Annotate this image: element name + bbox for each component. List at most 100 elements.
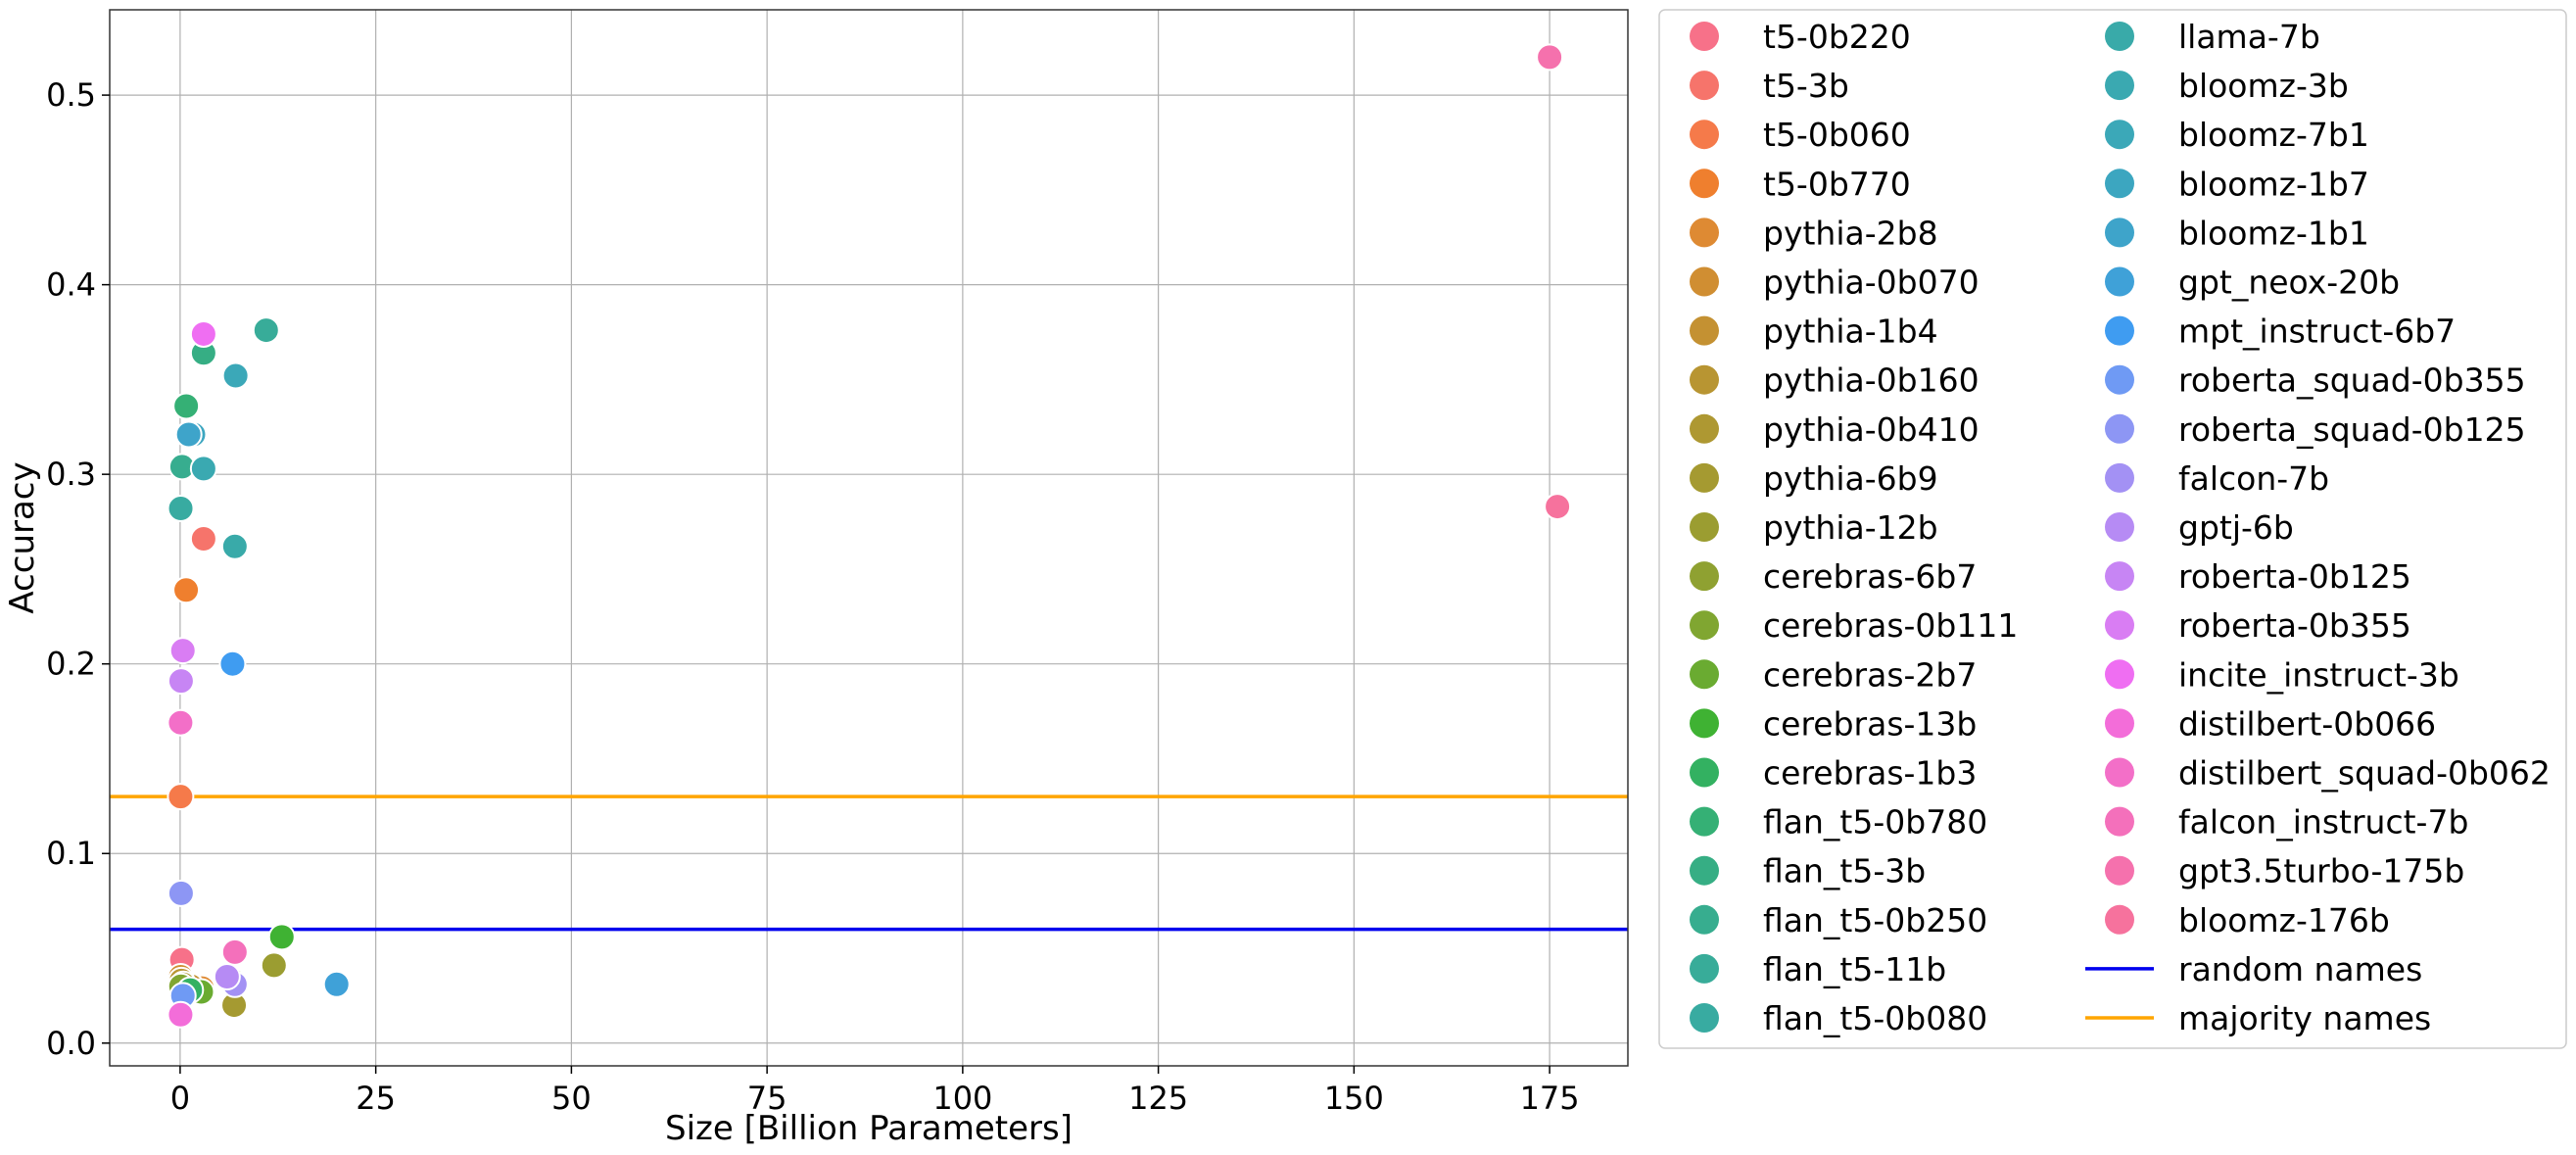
legend-label-pythia-1b4: pythia-1b4 [1763,313,1938,351]
point-flan-t5-0b080 [167,495,195,523]
point-incite-instruct-3b [189,319,217,348]
x-tick-label: 150 [1324,1080,1384,1117]
legend-label-flan-t5-0b250: flan_t5-0b250 [1763,901,1987,939]
legend-label-t5-3b: t5-3b [1763,67,1849,105]
legend-marker-flan-t5-3b [1690,855,1719,886]
legend-label-roberta-squad-0b355: roberta_squad-0b355 [2178,361,2526,400]
legend-label-incite-instruct-3b: incite_instruct-3b [2178,655,2459,694]
y-tick-label: 0.5 [46,76,96,114]
point-bloomz-3b [189,455,217,483]
legend-marker-roberta-squad-0b355 [2105,364,2134,395]
legend-marker-gptj-6b [2105,512,2134,542]
legend-marker-cerebras-2b7 [1690,659,1719,690]
point-bloomz-1b1 [174,420,203,449]
point-t5-0b770 [172,576,201,604]
x-tick-label: 125 [1128,1080,1188,1117]
point-mpt-instruct-6b7 [218,650,247,678]
legend-marker-bloomz-1b1 [2105,217,2134,248]
legend-marker-flan-t5-0b250 [1690,904,1719,935]
x-tick-label: 175 [1520,1080,1580,1117]
legend-marker-cerebras-13b [1690,708,1719,739]
legend-label-flan-t5-11b: flan_t5-11b [1763,950,1946,988]
point-flan-t5-11b [252,316,280,345]
point-t5-0b060 [167,783,195,811]
legend-marker-gpt-neox-20b [2105,266,2134,297]
legend-label-pythia-6b9: pythia-6b9 [1763,459,1938,498]
legend-marker-roberta-0b125 [2105,561,2134,592]
legend-marker-bloomz-3b [2105,71,2134,101]
legend-marker-t5-0b770 [1690,168,1719,199]
legend-marker-incite-instruct-3b [2105,659,2134,690]
y-tick-label: 0.1 [46,835,96,872]
legend-marker-flan-t5-0b780 [1690,806,1719,837]
legend-marker-pythia-12b [1690,512,1719,542]
legend-marker-mpt-instruct-6b7 [2105,315,2134,346]
point-roberta-0b125 [167,667,195,696]
legend-marker-distilbert-0b066 [2105,708,2134,739]
legend-label-t5-0b060: t5-0b060 [1763,116,1911,154]
legend-label-llama-7b: llama-7b [2178,18,2320,56]
point-bloomz-7b1 [221,361,250,390]
legend-label-distilbert-0b066: distilbert-0b066 [2178,704,2436,743]
legend-label-random-names: random names [2178,950,2422,988]
legend-marker-gpt3-5turbo-175b [2105,855,2134,886]
legend-label-cerebras-13b: cerebras-13b [1763,704,1977,743]
point-gptj-6b [213,963,241,991]
legend-items: t5-0b220 t5-3b t5-0b060 t5-0b770 pythia-2b8 p… [1690,18,2551,1037]
point-pythia-12b [260,951,288,980]
legend-label-t5-0b770: t5-0b770 [1763,165,1911,203]
y-tick-label: 0.4 [46,266,96,304]
legend-marker-cerebras-1b3 [1690,757,1719,788]
x-tick-label: 50 [551,1080,592,1117]
legend-marker-bloomz-7b1 [2105,120,2134,150]
legend-label-bloomz-1b1: bloomz-1b1 [2178,214,2369,252]
data-points [167,43,1572,1029]
legend-marker-pythia-1b4 [1690,315,1719,346]
legend-label-distilbert-squad-0b062: distilbert_squad-0b062 [2178,754,2551,793]
legend-marker-cerebras-0b111 [1690,610,1719,641]
x-tick-label: 0 [170,1080,190,1117]
legend-marker-t5-0b220 [1690,22,1719,51]
legend-label-roberta-0b125: roberta-0b125 [2178,557,2411,596]
x-tick-label: 25 [356,1080,396,1117]
legend-label-bloomz-7b1: bloomz-7b1 [2178,116,2369,154]
y-tick-label: 0.2 [46,646,96,683]
point-cerebras-13b [267,923,296,951]
reference-lines [110,794,1628,932]
legend-label-roberta-0b355: roberta-0b355 [2178,606,2411,645]
y-axis-label: Accuracy [3,461,42,613]
legend-label-flan-t5-0b780: flan_t5-0b780 [1763,803,1987,842]
legend-marker-pythia-2b8 [1690,217,1719,248]
legend-marker-falcon-instruct-7b [2105,806,2134,837]
legend-label-pythia-2b8: pythia-2b8 [1763,214,1938,252]
legend-marker-pythia-0b070 [1690,266,1719,297]
legend-label-bloomz-1b7: bloomz-1b7 [2178,165,2369,203]
legend-marker-flan-t5-11b [1690,953,1719,984]
legend-label-pythia-12b: pythia-12b [1763,508,1938,547]
legend-label-falcon-instruct-7b: falcon_instruct-7b [2178,803,2468,842]
legend-marker-pythia-0b160 [1690,364,1719,395]
legend-marker-bloomz-1b7 [2105,168,2134,199]
point-distilbert-squad-0b062 [167,708,195,737]
legend-label-pythia-0b070: pythia-0b070 [1763,264,1980,302]
point-bloomz-176b [1544,493,1572,521]
point-gpt-neox-20b [322,970,351,998]
legend-label-flan-t5-0b080: flan_t5-0b080 [1763,999,1987,1037]
legend-label-cerebras-6b7: cerebras-6b7 [1763,557,1977,596]
legend-label-flan-t5-3b: flan_t5-3b [1763,852,1926,890]
legend-label-bloomz-3b: bloomz-3b [2178,67,2349,105]
legend-marker-pythia-6b9 [1690,462,1719,493]
x-tick-label: 75 [747,1080,787,1117]
legend-label-pythia-0b410: pythia-0b410 [1763,410,1980,449]
legend-label-cerebras-2b7: cerebras-2b7 [1763,655,1977,694]
legend-label-gpt-neox-20b: gpt_neox-20b [2178,264,2400,302]
legend-label-cerebras-0b111: cerebras-0b111 [1763,606,2018,645]
y-axis-ticks: 0.0 0.1 0.2 0.3 0.4 0.5 [46,76,110,1062]
point-llama-7b [220,532,249,560]
legend-marker-roberta-squad-0b125 [2105,413,2134,444]
legend-label-majority-names: majority names [2178,999,2431,1037]
plot-frame [109,9,1629,1067]
legend-marker-cerebras-6b7 [1690,561,1719,592]
legend: t5-0b220 t5-3b t5-0b060 t5-0b770 pythia-2b8 p… [1658,9,2567,1049]
